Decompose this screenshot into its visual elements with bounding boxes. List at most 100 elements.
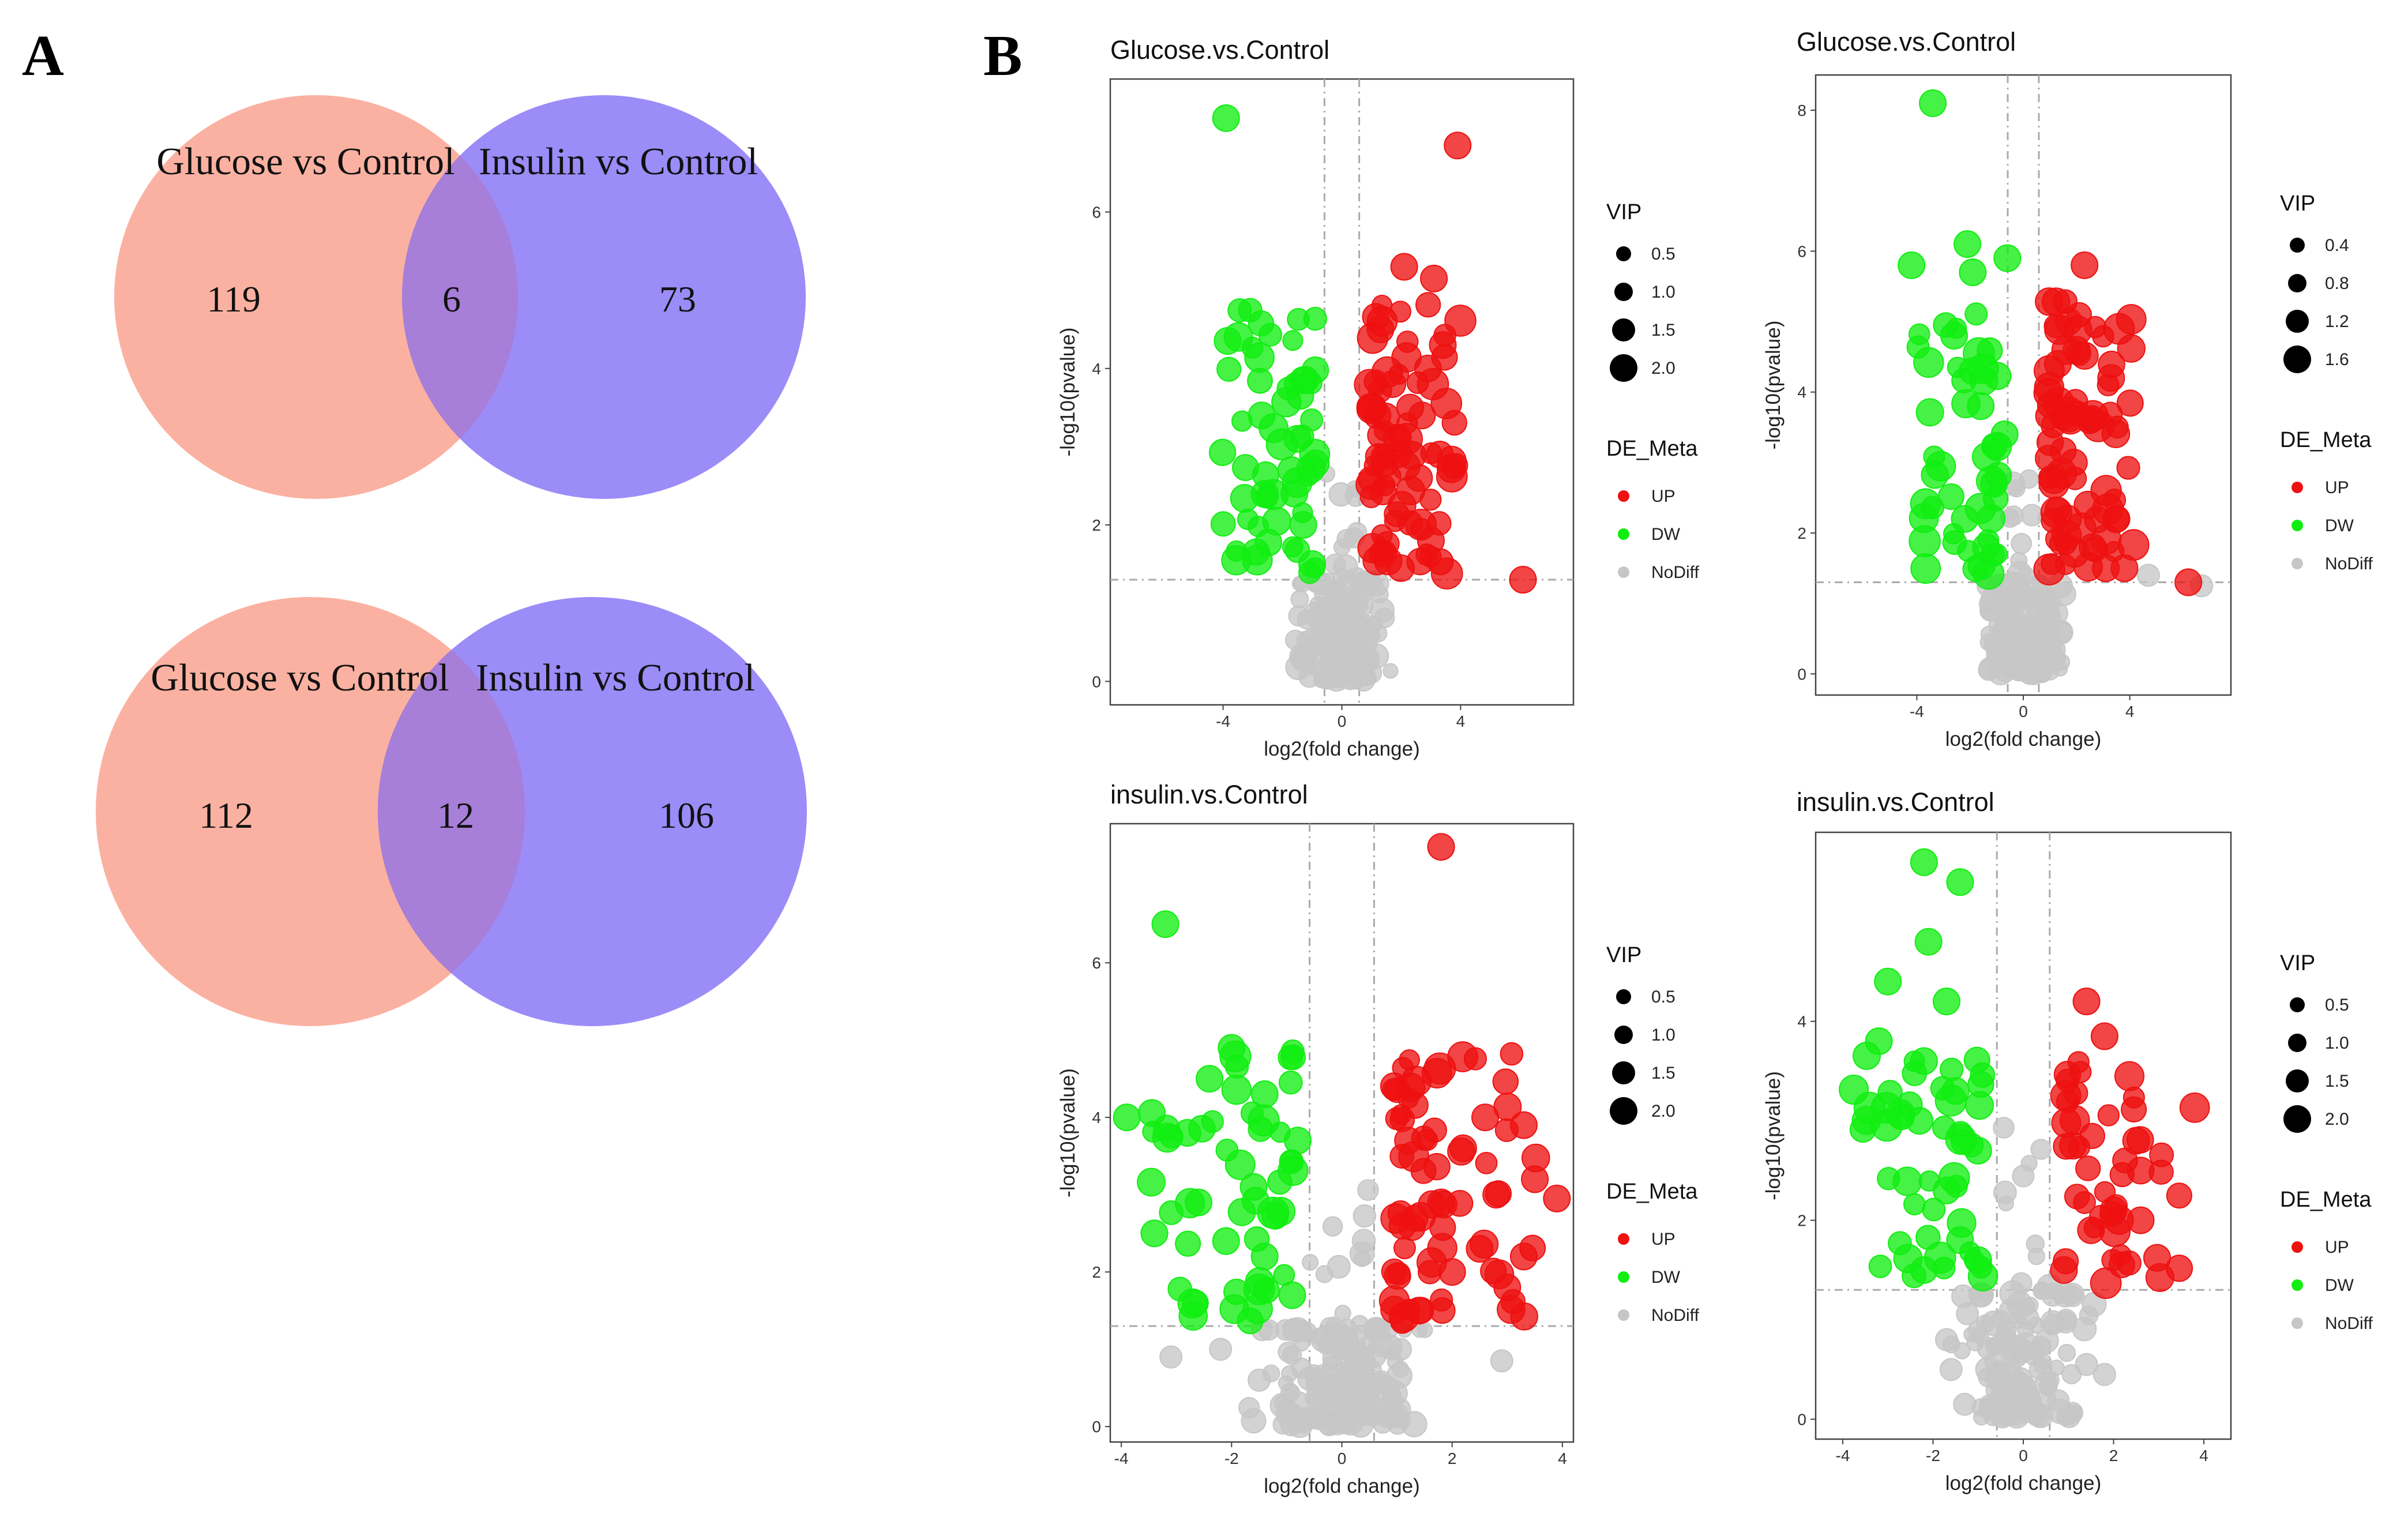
up-point [1427,1188,1455,1216]
vip-size-key [1612,318,1635,341]
vip-legend-label: 1.0 [1651,1026,1676,1045]
x-tick-label: 0 [2019,1447,2028,1465]
up-point [2090,1267,2122,1300]
vip-legend-title: VIP [2280,951,2315,975]
nodiff-point [1338,1364,1357,1383]
y-tick-label: 8 [1797,102,1806,119]
plot-legend: VIP 0.4 0.8 1.2 1.6 DE_Meta UP DW NoDiff [2280,191,2373,573]
nodiff-point [2030,1139,2052,1160]
up-point [1363,401,1392,430]
dw-point [1140,1219,1169,1248]
nodiff-point [1323,666,1350,692]
x-axis-title: log2(fold change) [1264,738,1419,760]
dw-point [1990,420,2019,449]
dw-point [1941,1077,1970,1105]
venn-2-overlap-count: 12 [437,795,474,836]
scatter-points [1208,104,1537,692]
up-point [2060,448,2088,476]
x-tick-label: 4 [1456,712,1466,730]
dw-point [1932,1176,1960,1204]
dw-point [1298,550,1327,578]
up-point [1390,253,1418,281]
venn-2-overlap [377,649,525,974]
dw-point [1865,1027,1893,1056]
legend-label-dw: DW [2325,1276,2354,1295]
legend-label-nodiff: NoDiff [1651,563,1699,582]
dw-point [1267,1169,1293,1195]
nodiff-point [2008,1334,2028,1354]
vip-size-key [1616,246,1631,261]
nodiff-point [1368,1332,1393,1357]
nodiff-point [2018,591,2037,611]
up-point [1384,1262,1411,1290]
dw-point [1915,398,1944,427]
vip-legend-label: 1.5 [2325,1072,2349,1091]
dw-point [1282,330,1303,351]
dw-point [1937,483,1964,510]
y-tick-label: 4 [1797,384,1806,401]
dw-point [1906,335,1930,359]
nodiff-point [2012,650,2028,667]
x-tick-label: -4 [1216,712,1230,730]
nodiff-point [2057,1343,2076,1362]
x-tick-label: 2 [1448,1450,1457,1467]
nodiff-point [2010,1272,2033,1294]
legend-key-up [1618,1233,1629,1245]
dw-point [1919,89,1947,117]
dw-point [1167,1276,1193,1302]
vip-size-key [1616,989,1631,1004]
dw-point [1948,1121,1973,1146]
dw-point [1239,1173,1268,1201]
up-point [2044,350,2072,378]
up-point [2054,307,2083,336]
dw-point [1212,1227,1240,1255]
dw-point [1212,104,1240,132]
nodiff-point [1401,1411,1427,1437]
venn-1-left-count: 119 [206,279,261,320]
up-point [2103,313,2135,345]
dw-point [1159,1200,1184,1225]
dw-point [1946,868,1974,896]
up-point [1389,301,1411,323]
nodiff-point [1939,1358,1963,1381]
dw-point [1903,1193,1926,1216]
nodiff-point [2043,1313,2064,1334]
up-point [1492,1068,1519,1095]
dw-point [1196,1065,1224,1093]
legend-label-up: UP [1651,1230,1676,1249]
dw-point [1214,326,1242,355]
vip-size-key [1610,354,1637,382]
legend-key-nodiff [1618,566,1629,578]
plot-title: Glucose.vs.Control [1110,35,1329,65]
legend-key-nodiff [2291,1317,2303,1329]
legend-key-nodiff [2291,558,2303,569]
up-point [1371,295,1393,316]
venn-1-overlap-count: 6 [442,279,461,320]
up-point [1438,1258,1466,1286]
venn-2-left-label: Glucose vs Control [151,656,449,699]
up-point [2071,251,2099,279]
dw-point [1874,967,1902,996]
plot-legend: VIP 0.5 1.0 1.5 2.0 DE_Meta UP DW NoDiff [1606,200,1699,582]
up-point [1444,132,1472,160]
up-point [1482,1181,1511,1209]
up-point [2041,287,2071,316]
dw-point [1909,503,1939,534]
nodiff-point [2000,1357,2022,1379]
venn-2-right-count: 106 [659,795,714,836]
nodiff-point [2093,1362,2116,1386]
vip-legend-label: 1.6 [2325,350,2349,369]
nodiff-point [1350,664,1368,682]
legend-key-up [2291,1241,2303,1253]
nodiff-point [2047,1389,2070,1412]
up-point [1543,1184,1571,1212]
nodiff-point [1209,1338,1233,1361]
dw-point [1971,442,2001,472]
nodiff-point [1327,1255,1351,1279]
vip-legend-label: 2.0 [2325,1110,2349,1129]
nodiff-point [1318,1412,1341,1435]
dw-point [1248,401,1276,430]
legend-key-dw [2291,1279,2303,1291]
x-tick-label: 4 [2125,703,2135,720]
